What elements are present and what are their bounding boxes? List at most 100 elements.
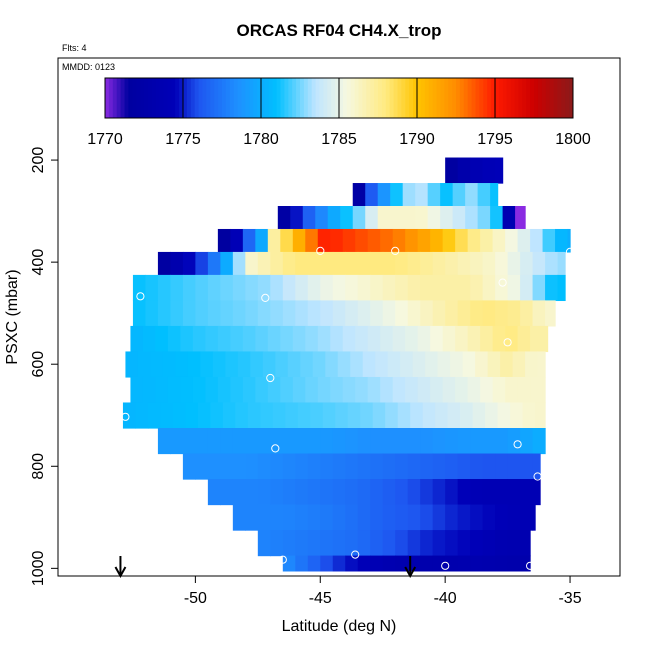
heatmap-cell — [370, 504, 384, 531]
x-axis: -50 -45 -40 -35 — [184, 576, 582, 607]
heatmap-cell — [277, 206, 291, 230]
heatmap-cell — [270, 428, 284, 455]
colorbar-segment — [487, 78, 492, 118]
heatmap-cell — [507, 274, 521, 302]
heatmap-cell — [342, 228, 356, 253]
colorbar-segment — [323, 78, 328, 118]
heatmap-cell — [495, 428, 509, 455]
colorbar-segment — [549, 78, 554, 118]
heatmap-cell — [535, 402, 546, 429]
heatmap-cell — [320, 479, 334, 506]
sample-marker — [498, 278, 507, 287]
heatmap-cell — [532, 428, 546, 455]
sample-marker — [556, 310, 565, 319]
heatmap-cell — [520, 555, 531, 572]
heatmap-cell — [472, 402, 486, 429]
heatmap-cell — [257, 251, 271, 276]
colorbar-segment — [233, 78, 239, 118]
colorbar-segment — [530, 78, 535, 118]
heatmap-cell — [317, 325, 331, 353]
heatmap-cell — [415, 183, 429, 207]
heatmap-cell — [530, 325, 544, 353]
x-tick-label: -50 — [184, 590, 207, 607]
heatmap-cell — [430, 376, 444, 404]
heatmap-cell — [330, 376, 344, 404]
sample-marker — [278, 555, 287, 564]
colorbar-segment — [307, 78, 313, 118]
colorbar-segment — [315, 78, 320, 118]
heatmap-cell — [332, 504, 346, 531]
heatmap-cell — [370, 274, 384, 302]
colorbar-segment — [261, 78, 266, 118]
heatmap-cell — [435, 402, 449, 429]
colorbar-segment — [389, 78, 395, 118]
plot-frame — [57, 57, 621, 577]
colorbar-segment — [132, 78, 137, 118]
heatmap-cell — [307, 555, 321, 572]
heatmap-cell — [517, 325, 531, 353]
heatmap-cell — [495, 157, 504, 184]
heatmap-cell — [237, 351, 251, 378]
heatmap-cell — [332, 428, 346, 455]
heatmap-cell — [520, 479, 534, 506]
heatmap-cell — [137, 351, 152, 378]
heatmap-cell — [482, 530, 496, 557]
heatmap-cell — [295, 428, 309, 455]
heatmap-cell — [567, 228, 571, 253]
heatmap-cell — [432, 274, 446, 302]
y-tick-label: 1000 — [30, 550, 47, 586]
heatmap-cell — [420, 555, 434, 572]
heatmap-cell — [287, 351, 301, 378]
heatmap-cell — [507, 504, 521, 531]
heatmap-cell — [417, 325, 431, 353]
heatmap-cell — [365, 206, 379, 230]
heatmap-cell — [495, 530, 509, 557]
heatmap-cell — [340, 206, 354, 230]
colorbar-segment — [432, 78, 437, 118]
heatmap-cell — [225, 351, 239, 378]
heatmap-cell — [530, 228, 544, 253]
heatmap-cell — [307, 274, 321, 302]
colorbar-segment — [498, 78, 504, 118]
heatmap-cell — [532, 479, 541, 506]
heatmap-cell — [392, 228, 406, 253]
heatmap-cell — [280, 376, 294, 404]
colorbar-segment — [171, 78, 176, 118]
heatmap-cell — [457, 428, 471, 455]
heatmap-cell — [342, 325, 356, 353]
colorbar-segment — [225, 78, 231, 118]
heatmap-cell — [162, 351, 176, 378]
heatmap-cell — [520, 453, 534, 480]
colorbar-segment — [280, 78, 285, 118]
heatmap-cell — [362, 351, 376, 378]
colorbar-tick-label: 1800 — [555, 131, 591, 148]
colorbar-tick-label: 1795 — [477, 131, 513, 148]
heatmap-cell — [487, 351, 501, 378]
colorbar-segment — [276, 78, 281, 118]
heatmap-cell — [407, 504, 421, 531]
heatmap-cell — [480, 376, 494, 404]
colorbar-segment — [179, 78, 184, 118]
heatmap-cell — [357, 274, 371, 302]
colorbar-segment — [545, 78, 551, 118]
heatmap-cell — [420, 504, 434, 531]
heatmap-cell — [192, 376, 206, 404]
heatmap-cell — [257, 428, 271, 455]
heatmap-cell — [220, 479, 234, 506]
colorbar-segment — [502, 78, 508, 118]
heatmap-cell — [305, 325, 319, 353]
colorbar-segment — [401, 78, 406, 118]
heatmap-cell — [425, 351, 439, 378]
heatmap-cell — [445, 300, 459, 327]
heatmap-cell — [355, 376, 369, 404]
heatmap-cell — [327, 206, 341, 230]
heatmap-cell — [182, 251, 196, 276]
colorbar-segment — [452, 78, 457, 118]
heatmap-cell — [242, 228, 256, 253]
heatmap-cell — [332, 274, 346, 302]
colorbar-segment — [463, 78, 469, 118]
heatmap-cell — [205, 376, 219, 404]
heatmap-cell — [507, 530, 521, 557]
colorbar-segment — [303, 78, 309, 118]
